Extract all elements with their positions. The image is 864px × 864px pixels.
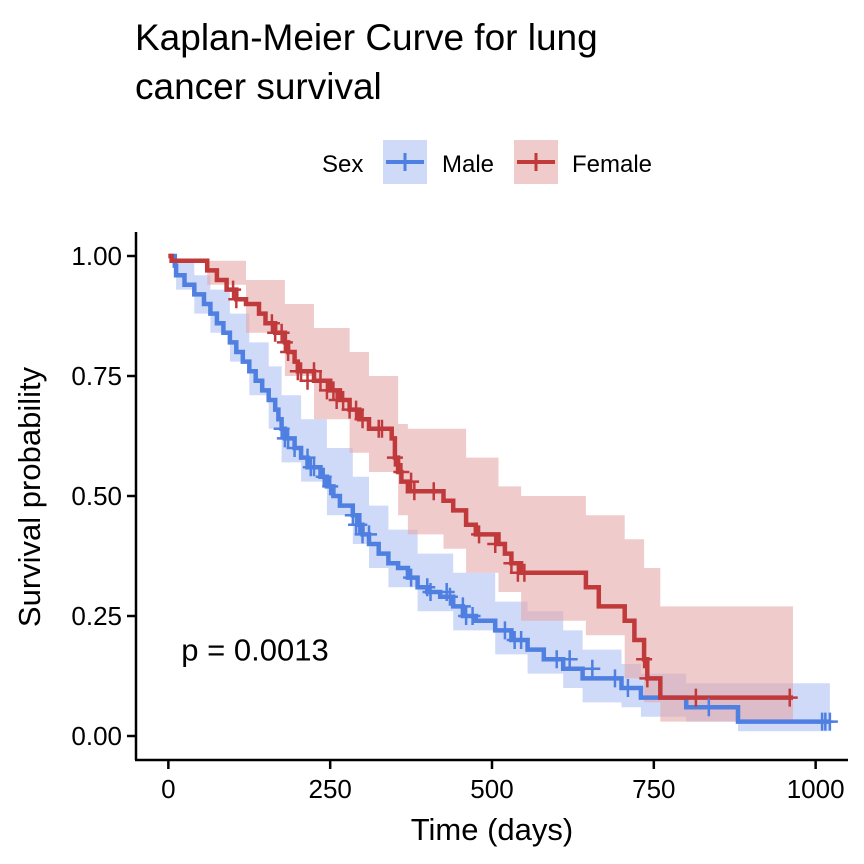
y-tick-label: 0.00 xyxy=(71,721,122,751)
censor-mark-female xyxy=(425,482,442,501)
censor-mark-male xyxy=(821,712,838,731)
censor-mark-female xyxy=(348,400,365,419)
censor-mark-male xyxy=(299,448,316,467)
x-tick-label: 750 xyxy=(632,774,675,804)
censor-mark-male xyxy=(606,669,623,688)
confidence-band-female xyxy=(168,256,793,722)
censor-mark-male xyxy=(322,477,339,496)
censor-marks-female xyxy=(225,280,798,707)
censor-mark-male xyxy=(361,525,378,544)
censor-mark-female xyxy=(487,535,504,553)
censor-mark-male xyxy=(403,568,420,587)
censor-mark-female xyxy=(373,419,390,438)
y-axis-ticks: 0.00 0.25 0.50 0.75 1.00 xyxy=(71,241,136,751)
censor-mark-male xyxy=(280,429,297,448)
legend-label-male: Male xyxy=(442,151,494,178)
censor-mark-female xyxy=(636,650,653,669)
y-tick-label: 0.25 xyxy=(71,601,122,631)
censor-marks-male xyxy=(273,419,838,731)
censor-mark-male xyxy=(306,458,322,477)
x-tick-label: 0 xyxy=(161,774,175,804)
survival-curve-female xyxy=(168,253,793,700)
censor-mark-female xyxy=(393,463,410,481)
censor-mark-female xyxy=(263,314,280,333)
y-tick-label: 1.00 xyxy=(71,241,122,271)
censor-mark-male xyxy=(454,597,471,616)
censor-mark-male xyxy=(344,506,361,525)
censor-mark-female xyxy=(403,472,420,491)
censor-mark-female xyxy=(516,563,533,582)
y-tick-label: 0.50 xyxy=(71,481,122,511)
censor-mark-male xyxy=(561,650,578,669)
censor-mark-female xyxy=(471,525,488,544)
censor-mark-male xyxy=(422,583,439,601)
censor-mark-female xyxy=(354,410,371,429)
censor-mark-female xyxy=(280,343,297,361)
censor-mark-male xyxy=(619,679,636,697)
censor-mark-male xyxy=(700,698,717,717)
censor-mark-male xyxy=(286,439,303,457)
y-tick-label: 0.75 xyxy=(71,361,122,391)
censor-mark-male xyxy=(496,621,513,640)
censor-mark-male xyxy=(584,659,601,678)
censor-mark-female xyxy=(406,482,423,501)
censor-mark-female xyxy=(276,333,293,352)
censor-mark-male xyxy=(441,587,458,606)
censor-mark-male xyxy=(513,631,530,649)
chart-title-line-2: cancer survival xyxy=(135,66,382,107)
censor-mark-female xyxy=(639,669,656,688)
plot-area xyxy=(168,253,838,732)
censor-mark-female xyxy=(228,290,245,309)
x-axis-title: Time (days) xyxy=(411,812,573,847)
x-tick-label: 500 xyxy=(470,774,513,804)
censor-mark-female xyxy=(386,448,403,467)
censor-mark-female xyxy=(781,688,798,707)
x-tick-label: 1000 xyxy=(787,774,845,804)
censor-mark-male xyxy=(464,607,481,625)
chart-title-line-1: Kaplan-Meier Curve for lung xyxy=(135,17,598,58)
y-axis-title: Survival probability xyxy=(12,366,47,627)
x-tick-label: 250 xyxy=(308,774,351,804)
censor-mark-female xyxy=(273,323,290,342)
censor-mark-female xyxy=(312,371,329,390)
censor-mark-female xyxy=(325,381,342,400)
censor-mark-female xyxy=(503,554,520,573)
censor-mark-male xyxy=(351,515,368,534)
x-axis-ticks: 0 250 500 750 1000 xyxy=(161,760,845,804)
censor-mark-male xyxy=(315,467,332,486)
censor-mark-female xyxy=(687,688,704,707)
censor-mark-female xyxy=(306,362,322,381)
p-value-annotation: p = 0.0013 xyxy=(181,633,328,668)
censor-mark-female xyxy=(335,391,352,409)
legend-label-female: Female xyxy=(572,151,652,178)
legend: Sex Male Female xyxy=(322,140,652,184)
censor-mark-male xyxy=(273,419,290,438)
censor-mark-female xyxy=(225,280,242,299)
legend-title: Sex xyxy=(322,151,363,178)
